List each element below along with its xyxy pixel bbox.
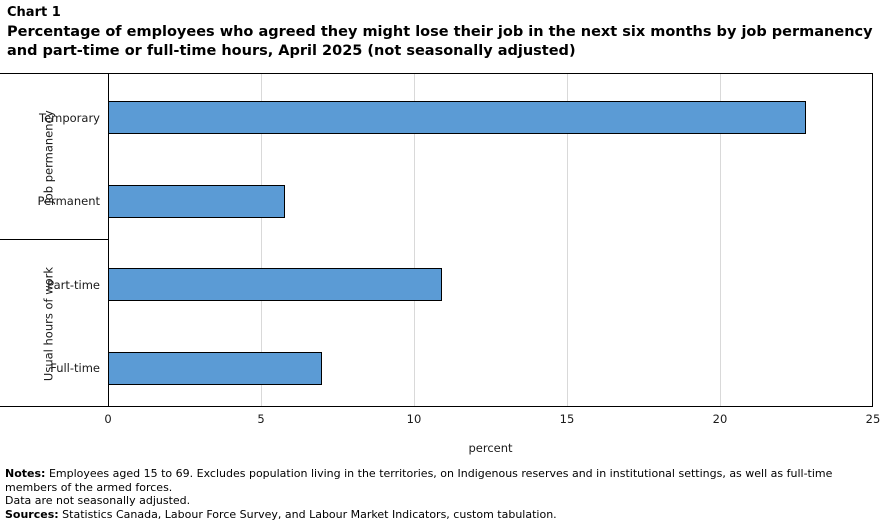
bar [108,268,442,302]
chart-title: Percentage of employees who agreed they … [7,24,873,59]
category-label: Part-time [47,277,100,292]
gridline [414,74,415,406]
chart-notes: Notes: Employees aged 15 to 69. Excludes… [5,467,863,494]
category-label: Full-time [50,361,100,376]
group-label: Usual hours of work [41,266,55,381]
bar [108,101,806,135]
group-label: Job permanency [41,109,55,204]
sources-label: Sources: [5,507,59,521]
chart-number-label: Chart 1 [7,5,61,20]
seasonal-adjustment-note: Data are not seasonally adjusted. [5,494,191,507]
category-label: Permanent [37,194,100,209]
bar [108,351,323,385]
x-tick-label: 25 [865,412,881,426]
plot-border [108,73,873,407]
chart-sources: Sources: Statistics Canada, Labour Force… [5,508,863,522]
chart-header: Chart 1 Percentage of employees who agre… [7,4,873,60]
bar [108,184,286,218]
sources-text: Statistics Canada, Labour Force Survey, … [62,507,557,521]
horizontal-bar-chart: Temporary Permanent Part-time Full-time Job … [0,73,881,455]
gridline [261,74,262,406]
chart-footer: Notes: Employees aged 15 to 69. Excludes… [5,467,863,521]
group-separator [0,73,108,74]
group-separator [0,406,108,407]
gridline [567,74,568,406]
gridline [720,74,721,406]
x-tick-label: 10 [406,412,422,426]
notes-label: Notes: [5,467,46,480]
x-tick-label: 15 [559,412,575,426]
x-tick-label: 20 [712,412,728,426]
x-tick-label: 0 [104,412,112,426]
group-separator [0,239,108,240]
x-axis-title: percent [468,441,513,455]
notes-text: Employees aged 15 to 69. Excludes popula… [5,467,833,494]
category-label: Temporary [39,110,100,125]
x-tick-label: 5 [257,412,265,426]
